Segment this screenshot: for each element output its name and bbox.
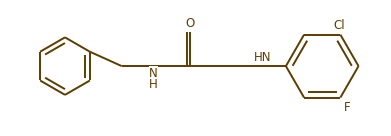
Text: HN: HN [254, 51, 271, 64]
Text: N
H: N H [149, 67, 158, 91]
Text: O: O [185, 17, 194, 30]
Text: F: F [343, 101, 350, 114]
Text: Cl: Cl [334, 19, 345, 32]
